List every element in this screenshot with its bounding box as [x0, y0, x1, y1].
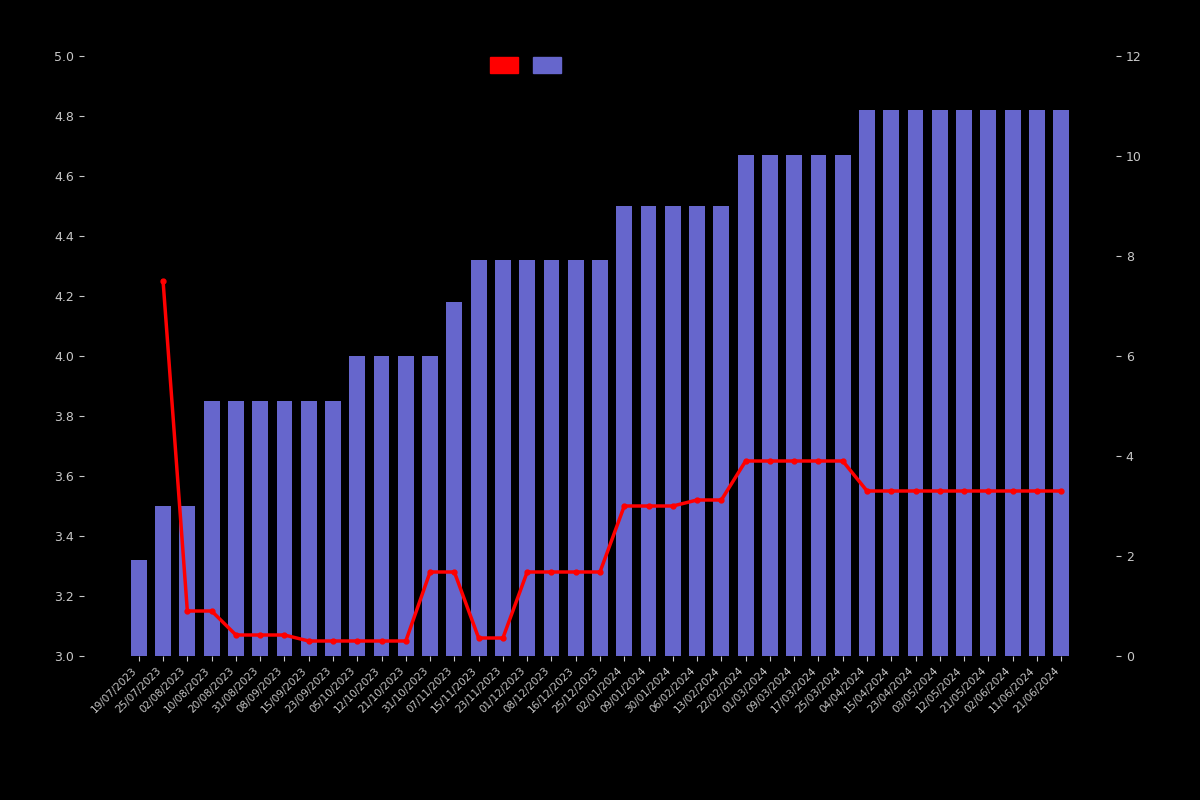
Bar — [155, 506, 170, 656]
Bar — [252, 401, 268, 656]
Bar — [276, 401, 293, 656]
Bar — [1004, 110, 1020, 656]
Bar — [446, 302, 462, 656]
Bar — [859, 110, 875, 656]
Bar — [665, 206, 680, 656]
Bar — [786, 155, 802, 656]
Bar — [544, 260, 559, 656]
Bar — [641, 206, 656, 656]
Bar — [349, 356, 365, 656]
Bar — [980, 110, 996, 656]
Bar — [932, 110, 948, 656]
Bar — [617, 206, 632, 656]
Bar — [907, 110, 924, 656]
Bar — [714, 206, 730, 656]
Bar — [301, 401, 317, 656]
Bar — [738, 155, 754, 656]
Bar — [520, 260, 535, 656]
Bar — [131, 560, 146, 656]
Bar — [883, 110, 899, 656]
Bar — [568, 260, 583, 656]
Bar — [592, 260, 608, 656]
Bar — [325, 401, 341, 656]
Bar — [1054, 110, 1069, 656]
Bar — [398, 356, 414, 656]
Bar — [373, 356, 390, 656]
Bar — [180, 506, 196, 656]
Bar — [496, 260, 511, 656]
Bar — [835, 155, 851, 656]
Bar — [689, 206, 704, 656]
Bar — [470, 260, 486, 656]
Bar — [762, 155, 778, 656]
Legend: , : , — [485, 51, 571, 78]
Bar — [956, 110, 972, 656]
Bar — [810, 155, 827, 656]
Bar — [1030, 110, 1045, 656]
Bar — [204, 401, 220, 656]
Bar — [228, 401, 244, 656]
Bar — [422, 356, 438, 656]
